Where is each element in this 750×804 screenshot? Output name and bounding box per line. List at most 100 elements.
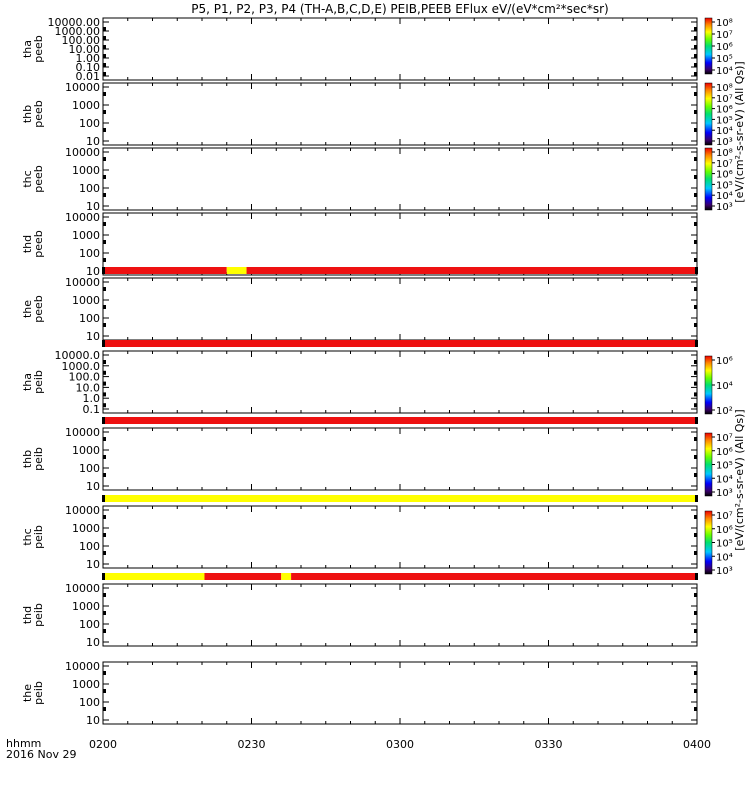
colorbar-tick-label: 10⁶: [716, 170, 733, 181]
panel-frame: [102, 17, 698, 81]
edge-fill-block: [694, 92, 697, 96]
colorbar-tick-label: 10³: [716, 488, 733, 499]
colorbar-tick-label: 10²: [716, 406, 733, 417]
panel-frame: [102, 427, 698, 491]
bar-edge-marker: [102, 495, 105, 502]
panel-probe-label: the: [21, 300, 34, 318]
colorbar-tick-label: 10⁴: [716, 66, 733, 77]
edge-fill-block: [694, 533, 697, 537]
edge-fill-block: [694, 36, 697, 40]
edge-fill-block: [694, 45, 697, 49]
edge-fill-block: [103, 611, 106, 615]
panel-instrument-label: peeb: [32, 230, 45, 258]
panel-probe-label: thc: [21, 170, 34, 187]
colorbar-tick-label: 10⁵: [716, 539, 733, 550]
edge-fill-block: [103, 240, 106, 244]
y-tick-label: 1.00: [76, 52, 101, 65]
edge-fill-block: [103, 175, 106, 179]
flux-bar-segment: [204, 573, 282, 580]
panel-frame: [102, 583, 698, 647]
x-tick-label: 0400: [683, 738, 711, 751]
y-tick-label: 10000: [65, 582, 100, 595]
y-tick-label: 10: [86, 636, 100, 649]
colorbar-tick-label: 10⁴: [716, 126, 733, 137]
y-tick-label: 1000.00: [55, 25, 101, 38]
edge-fill-block: [103, 629, 106, 633]
y-tick-label: 1000: [72, 600, 100, 613]
edge-fill-block: [103, 27, 106, 31]
y-tick-label: 10000.00: [48, 16, 101, 29]
colorbar-tick-label: 10⁴: [716, 381, 733, 392]
edge-fill-block: [103, 360, 106, 364]
colorbar-tick-label: 10⁷: [716, 433, 733, 444]
panel-instrument-label: peeb: [32, 165, 45, 193]
edge-fill-block: [103, 455, 106, 459]
panel-instrument-label: peib: [32, 603, 45, 627]
edge-fill-block: [103, 287, 106, 291]
colorbar-tick-label: 10⁷: [716, 159, 733, 170]
colorbar-tick-label: 10⁶: [716, 356, 733, 367]
edge-fill-block: [694, 370, 697, 375]
colorbar-gradient: [704, 147, 713, 211]
y-tick-label: 1.0: [83, 392, 101, 405]
edge-fill-block: [694, 611, 697, 615]
y-tick-label: 100.0: [69, 371, 101, 384]
edge-fill-block: [694, 473, 697, 477]
colorbar-tick-label: 10⁷: [716, 30, 733, 41]
y-tick-label: 1000: [72, 444, 100, 457]
edge-fill-block: [103, 222, 106, 226]
colorbar-tick-label: 10⁶: [716, 105, 733, 116]
x-tick-label: 0300: [386, 738, 414, 751]
x-tick-label: 0230: [238, 738, 266, 751]
y-tick-label: 100: [79, 462, 100, 475]
edge-fill-block: [694, 689, 697, 693]
edge-fill-block: [694, 222, 697, 226]
y-tick-label: 100: [79, 618, 100, 631]
bar-edge-marker: [695, 267, 698, 274]
y-tick-label: 1000.0: [62, 360, 101, 373]
y-tick-label: 0.1: [83, 403, 101, 416]
panel-instrument-label: peib: [32, 447, 45, 471]
panel-probe-label: thb: [21, 105, 34, 123]
edge-fill-block: [694, 258, 697, 262]
edge-fill-block: [694, 54, 697, 58]
colorbar-gradient: [704, 82, 713, 146]
edge-fill-block: [694, 381, 697, 386]
colorbar-tick-label: 10⁵: [716, 180, 733, 191]
colorbar-tick-label: 10⁸: [716, 18, 733, 29]
x-axis-label-date: 2016 Nov 29: [6, 748, 76, 761]
x-axis: 0200 0230 0300 0330 0400: [89, 738, 711, 751]
edge-fill-block: [103, 54, 106, 58]
edge-fill-block: [694, 707, 697, 711]
y-tick-label: 10: [86, 714, 100, 727]
edge-fill-block: [694, 63, 697, 67]
y-tick-label: 10000: [65, 146, 100, 159]
y-tick-label: 1000: [72, 294, 100, 307]
edge-fill-block: [103, 403, 106, 408]
y-tick-label: 10000: [65, 211, 100, 224]
y-tick-label: 10000: [65, 660, 100, 673]
edge-fill-block: [694, 157, 697, 161]
edge-fill-block: [103, 671, 106, 675]
y-tick-label: 100: [79, 540, 100, 553]
edge-fill-block: [694, 671, 697, 675]
bar-edge-marker: [695, 417, 698, 424]
colorbars-group: 10⁸10⁷10⁶10⁵10⁴10⁸10⁷10⁶10⁵10⁴10³10⁸10⁷1…: [704, 17, 733, 577]
bar-edge-marker: [695, 573, 698, 580]
panel-probe-label: the: [21, 684, 34, 702]
colorbar-tick-label: 10³: [716, 137, 733, 148]
y-tick-label: 1000: [72, 99, 100, 112]
edge-fill-block: [103, 36, 106, 40]
flux-bar-segment: [103, 573, 205, 580]
edge-fill-block: [694, 72, 697, 76]
edge-fill-block: [694, 323, 697, 327]
edge-fill-block: [694, 305, 697, 309]
colorbar-tick-label: 10⁷: [716, 94, 733, 105]
